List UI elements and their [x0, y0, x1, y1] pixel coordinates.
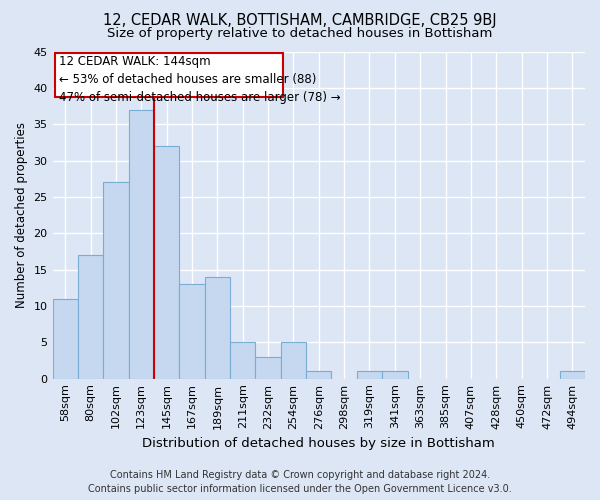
X-axis label: Distribution of detached houses by size in Bottisham: Distribution of detached houses by size …: [142, 437, 495, 450]
Text: 12, CEDAR WALK, BOTTISHAM, CAMBRIDGE, CB25 9BJ: 12, CEDAR WALK, BOTTISHAM, CAMBRIDGE, CB…: [103, 12, 497, 28]
Text: 12 CEDAR WALK: 144sqm
← 53% of detached houses are smaller (88)
47% of semi-deta: 12 CEDAR WALK: 144sqm ← 53% of detached …: [59, 55, 341, 104]
Bar: [560, 372, 585, 378]
Bar: [357, 372, 382, 378]
Bar: [53, 298, 78, 378]
Bar: [78, 255, 103, 378]
Bar: [103, 182, 128, 378]
Bar: [128, 110, 154, 378]
FancyBboxPatch shape: [55, 53, 283, 96]
Bar: [256, 357, 281, 378]
Bar: [154, 146, 179, 378]
Bar: [306, 372, 331, 378]
Bar: [281, 342, 306, 378]
Bar: [205, 277, 230, 378]
Text: Size of property relative to detached houses in Bottisham: Size of property relative to detached ho…: [107, 28, 493, 40]
Y-axis label: Number of detached properties: Number of detached properties: [15, 122, 28, 308]
Bar: [382, 372, 407, 378]
Bar: [230, 342, 256, 378]
Bar: [179, 284, 205, 378]
Text: Contains HM Land Registry data © Crown copyright and database right 2024.
Contai: Contains HM Land Registry data © Crown c…: [88, 470, 512, 494]
